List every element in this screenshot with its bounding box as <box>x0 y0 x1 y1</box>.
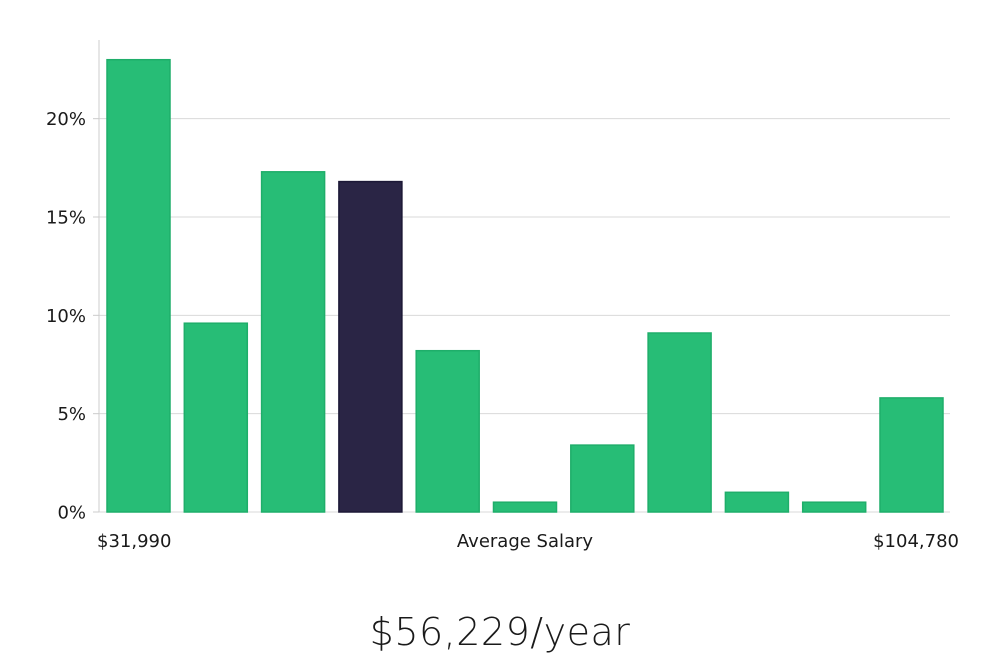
y-tick-label: 20% <box>46 109 86 130</box>
highlighted-salary-bar <box>338 180 403 513</box>
salary-bar <box>801 501 867 513</box>
salary-bar <box>260 171 326 513</box>
salary-histogram-chart: 0% 5% 10% 15% 20% $31,990 Average Salary $10… <box>46 40 959 552</box>
y-tick-label: 10% <box>46 306 86 327</box>
y-tick-label: 0% <box>57 503 86 524</box>
average-salary-value: $56,229/year <box>369 610 631 654</box>
salary-bar <box>492 501 558 513</box>
salary-bar <box>647 332 712 513</box>
salary-bar <box>724 491 790 513</box>
salary-bar <box>415 349 480 513</box>
y-axis-ticks: 0% 5% 10% 15% 20% <box>46 109 99 524</box>
salary-bar <box>183 322 249 513</box>
y-tick-label: 5% <box>57 404 86 425</box>
bars <box>106 58 944 513</box>
salary-bar <box>570 444 635 513</box>
x-axis-min-label: $31,990 <box>97 531 171 552</box>
salary-bar <box>879 397 944 513</box>
salary-bar <box>106 58 171 513</box>
x-axis-title: Average Salary <box>457 531 594 552</box>
x-axis-max-label: $104,780 <box>873 531 959 552</box>
y-tick-label: 15% <box>46 208 86 229</box>
